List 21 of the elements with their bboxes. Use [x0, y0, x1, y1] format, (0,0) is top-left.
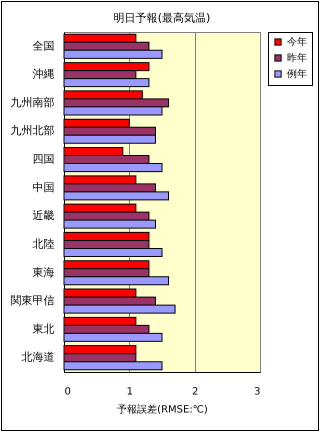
- y-tick-label: 東海: [32, 266, 54, 279]
- x-tick-label: 2: [192, 386, 198, 398]
- y-tick-label: 関東甲信: [10, 294, 54, 308]
- y-tick-label: 全国: [32, 39, 54, 52]
- x-tick-label: 0: [64, 386, 71, 398]
- y-tick-label: 四国: [32, 152, 54, 166]
- legend-label: 例年: [287, 68, 307, 80]
- legend-label: 今年: [287, 36, 307, 48]
- legend-label: 昨年: [287, 52, 307, 64]
- x-axis-title: 予報誤差(RMSE:℃): [117, 404, 208, 416]
- y-tick-label: 沖縄: [32, 68, 54, 81]
- chart-title: 明日予報(最高気温): [114, 12, 210, 24]
- y-tick-label: 中国: [32, 180, 54, 194]
- y-tick-label: 東北: [32, 322, 54, 336]
- y-tick-label: 北陸: [32, 237, 54, 250]
- y-tick-label: 九州南部: [10, 96, 54, 109]
- y-tick-label: 北海道: [22, 350, 54, 364]
- y-tick-label: 九州北部: [10, 124, 54, 138]
- x-tick-label: 1: [126, 386, 134, 398]
- y-tick-label: 近畿: [32, 209, 54, 222]
- x-tick-label: 3: [254, 386, 260, 398]
